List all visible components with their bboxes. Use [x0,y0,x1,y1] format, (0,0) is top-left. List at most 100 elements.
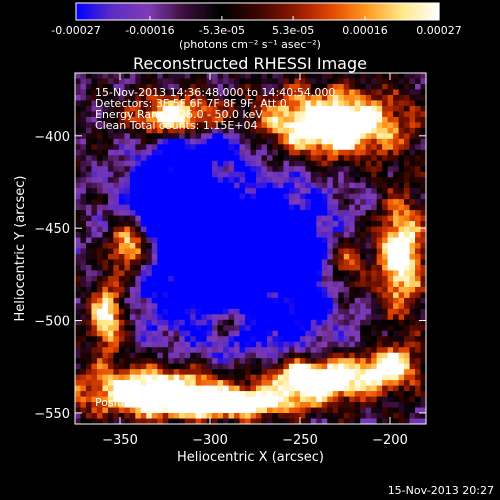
heatmap-cell [118,73,125,79]
heatmap-cell [184,144,191,151]
heatmap-cell [409,363,416,370]
heatmap-cell [179,100,186,107]
heatmap-cell [118,281,125,288]
heatmap-cell [212,149,219,156]
heatmap-cell [299,407,306,414]
heatmap-cell [404,237,411,244]
heatmap-cell [162,232,169,239]
heatmap-cell [239,413,246,420]
heatmap-cell [129,83,136,90]
heatmap-cell [332,144,339,151]
heatmap-cell [201,89,208,96]
heatmap-cell [316,221,323,228]
heatmap-cell [321,73,328,79]
heatmap-cell [299,319,306,326]
colorbar-swatch [342,3,346,20]
heatmap-cell [75,73,81,79]
heatmap-cell [420,160,427,167]
heatmap-cell [404,73,411,79]
heatmap-cell [343,407,350,414]
heatmap-cell [255,297,262,304]
heatmap-cell [168,286,175,293]
heatmap-cell [354,149,361,156]
heatmap-cell [206,138,213,145]
heatmap-cell [343,100,350,107]
heatmap-cell [190,171,197,178]
heatmap-cell [299,264,306,271]
heatmap-cell [162,199,169,206]
heatmap-cell [129,347,136,354]
heatmap-cell [420,341,427,348]
heatmap-cell [266,94,273,101]
heatmap-cell [343,270,350,277]
heatmap-cell [146,204,153,211]
heatmap-cell [338,199,345,206]
heatmap-cell [234,111,241,118]
heatmap-cell [420,166,427,173]
heatmap-cell [382,226,389,233]
heatmap-cell [272,292,279,299]
heatmap-cell [212,160,219,167]
heatmap-cell [239,226,246,233]
heatmap-cell [96,391,103,398]
heatmap-cell [288,286,295,293]
heatmap-cell [107,166,114,173]
heatmap-cell [343,138,350,145]
heatmap-cell [349,78,356,85]
x-tick-label: −350 [102,433,138,448]
heatmap-cell [420,182,427,189]
heatmap-cell [354,171,361,178]
heatmap-cell [146,243,153,249]
heatmap-cell [107,407,114,414]
heatmap-cell [80,380,87,387]
heatmap-cell [212,105,219,112]
heatmap-cell [195,402,202,409]
heatmap-cell [190,319,197,326]
heatmap-cell [266,232,273,239]
heatmap-cell [91,297,98,304]
heatmap-cell [338,133,345,140]
heatmap-cell [75,100,81,107]
heatmap-cell [349,210,356,217]
heatmap-cell [85,275,92,282]
heatmap-cell [327,248,334,255]
heatmap-cell [80,127,87,134]
heatmap-cell [288,385,295,392]
heatmap-cell [343,232,350,239]
heatmap-cell [124,177,131,184]
heatmap-cell [420,270,427,277]
heatmap-cell [321,314,328,321]
heatmap-cell [387,182,394,189]
colorbar-swatch [100,3,104,20]
heatmap-cell [228,149,235,156]
heatmap-cell [162,78,169,85]
heatmap-cell [261,314,268,321]
heatmap-cell [294,363,301,370]
heatmap-cell [387,396,394,403]
heatmap-cell [245,193,251,200]
heatmap-cell [305,308,312,315]
heatmap-cell [107,358,114,365]
heatmap-cell [409,314,416,321]
heatmap-cell [382,281,389,288]
heatmap-cell [245,111,251,118]
heatmap-cell [266,237,273,244]
heatmap-cell [107,248,114,255]
heatmap-cell [173,253,180,260]
heatmap-cell [332,127,339,134]
heatmap-cell [376,182,383,189]
heatmap-cell [338,155,345,162]
heatmap-cell [277,270,284,277]
heatmap-cell [140,237,147,244]
heatmap-cell [338,138,345,145]
heatmap-cell [393,204,400,211]
heatmap-cell [321,94,328,101]
heatmap-cell [255,292,262,299]
heatmap-cell [140,89,147,96]
heatmap-cell [217,177,224,184]
heatmap-cell [338,418,345,425]
heatmap-cell [310,127,317,134]
colorbar-swatch [145,3,150,20]
heatmap-cell [376,215,383,222]
heatmap-cell [201,385,208,392]
